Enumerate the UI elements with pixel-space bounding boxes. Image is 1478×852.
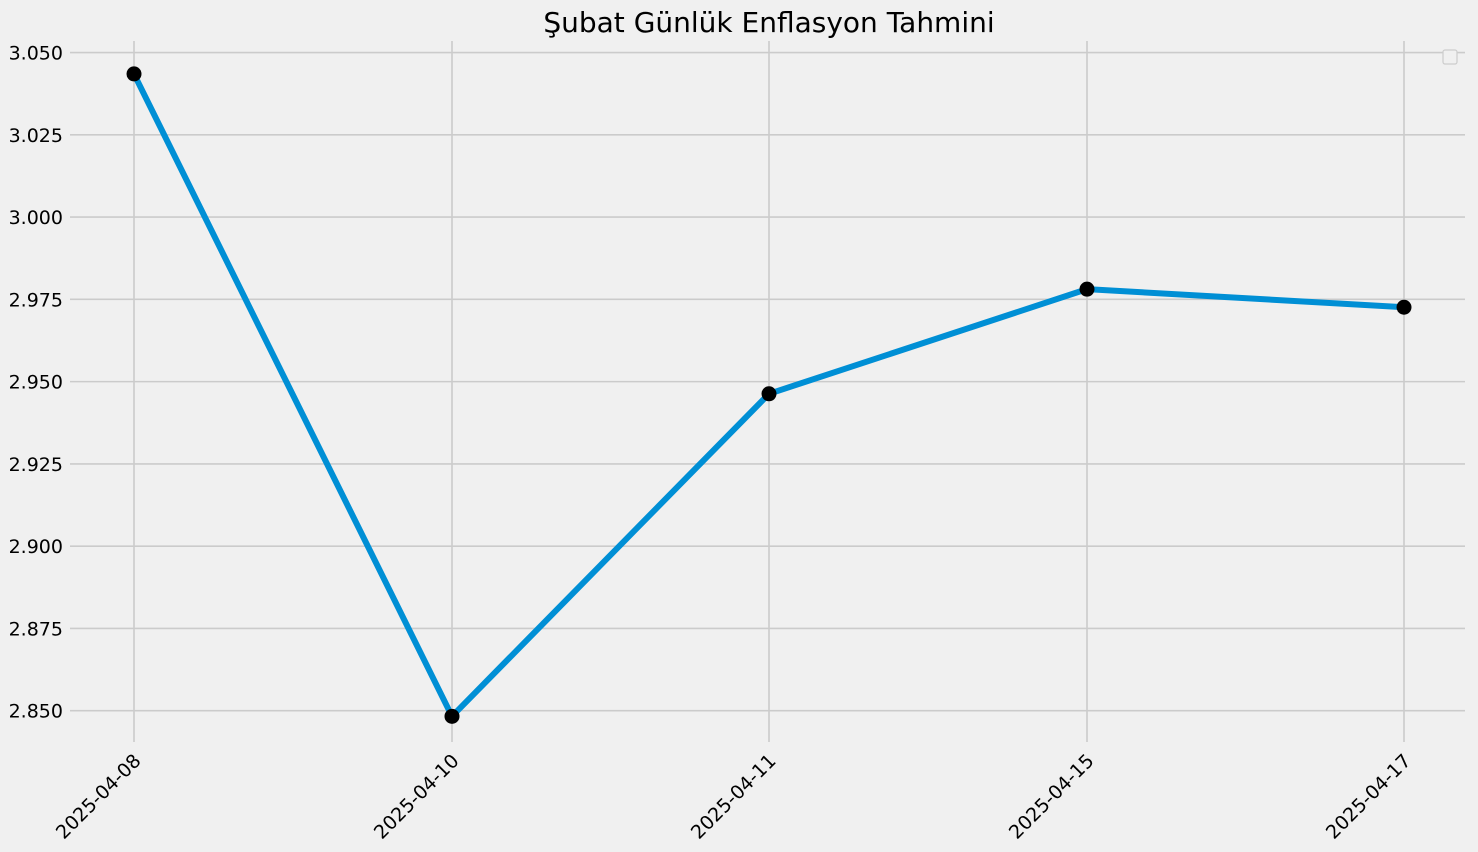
y-tick-label: 2.975 — [9, 289, 63, 311]
marker-layer — [126, 66, 1412, 724]
chart-title: Şubat Günlük Enflasyon Tahmini — [543, 6, 994, 39]
x-tick-label: 2025-04-17 — [1322, 750, 1416, 844]
x-tick-label: 2025-04-08 — [52, 750, 146, 844]
data-point — [126, 66, 142, 82]
data-point — [761, 386, 777, 402]
grid-lines — [70, 41, 1465, 742]
data-point — [444, 708, 460, 724]
y-tick-label: 3.025 — [9, 125, 63, 147]
y-tick-label: 3.000 — [9, 207, 63, 229]
x-tick-label: 2025-04-10 — [370, 750, 464, 844]
y-axis-tick-labels: 2.850 2.875 2.900 2.925 2.950 2.975 3.000 3.025… — [9, 43, 63, 723]
data-point — [1079, 281, 1095, 297]
x-axis-tick-labels: 2025-04-08 2025-04-10 2025-04-11 2025-04-15… — [52, 750, 1416, 844]
y-tick-label: 3.050 — [9, 43, 63, 65]
data-point — [1396, 299, 1412, 315]
y-tick-label: 2.850 — [9, 701, 63, 723]
y-tick-label: 2.925 — [9, 454, 63, 476]
x-tick-label: 2025-04-15 — [1005, 750, 1099, 844]
x-tick-label: 2025-04-11 — [687, 750, 781, 844]
y-tick-label: 2.900 — [9, 536, 63, 558]
y-tick-label: 2.950 — [9, 372, 63, 394]
y-tick-label: 2.875 — [9, 618, 63, 640]
legend-box — [1442, 49, 1458, 65]
